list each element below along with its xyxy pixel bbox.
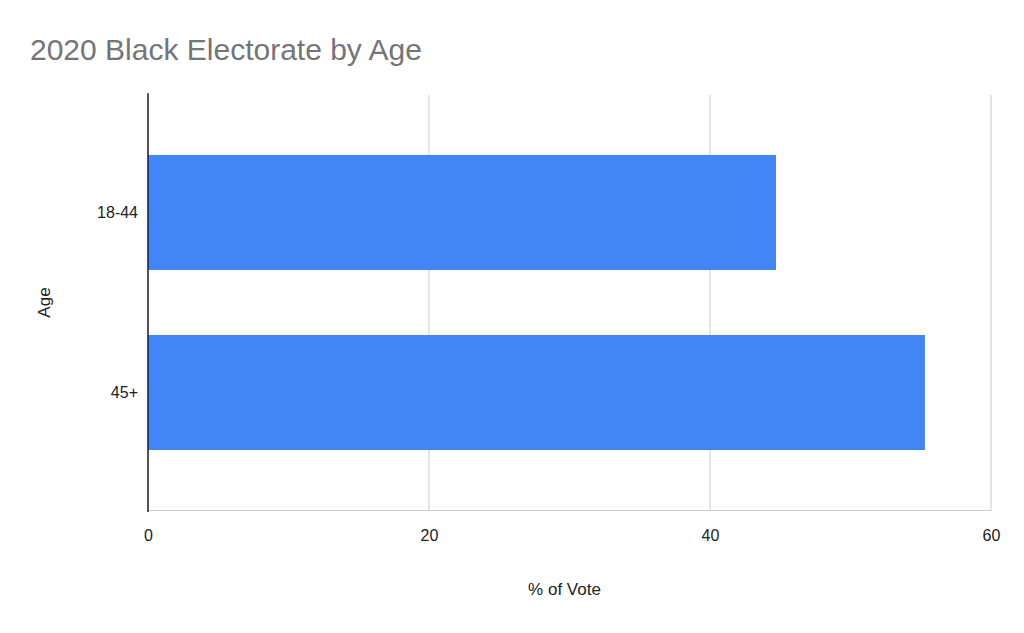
title: 2020 Black Electorate by Age: [30, 33, 422, 66]
x-axis-line: [149, 510, 992, 511]
x-tick: 40: [702, 510, 720, 544]
bars: [148, 155, 925, 450]
y-axis-line: [147, 93, 149, 512]
bar: [148, 335, 925, 450]
background: [0, 0, 1024, 633]
grid-line: [991, 95, 992, 510]
x-tick-label: 40: [702, 527, 720, 544]
x-tick-label: 20: [421, 527, 439, 544]
y-tick-label: 45+: [111, 384, 138, 401]
y-axis: 18-44 45+: [97, 93, 148, 512]
x-tick: 60: [983, 510, 1001, 544]
x-tick-label: 0: [144, 527, 153, 544]
grid: [148, 95, 991, 510]
x-axis-title: % of Vote: [528, 580, 601, 599]
chart: 0 20 40 60 18-44 45+ 2020 Black Electorate by …: [0, 0, 1024, 633]
y-tick: 45+: [111, 384, 148, 401]
x-tick-label: 60: [983, 527, 1001, 544]
y-tick-label: 18-44: [97, 204, 138, 221]
y-axis-title: Age: [35, 287, 54, 317]
x-tick: 0: [144, 510, 153, 544]
y-tick: 18-44: [97, 204, 148, 221]
x-axis: 0 20 40 60: [144, 510, 1000, 544]
bar: [148, 155, 776, 270]
x-tick: 20: [421, 510, 439, 544]
